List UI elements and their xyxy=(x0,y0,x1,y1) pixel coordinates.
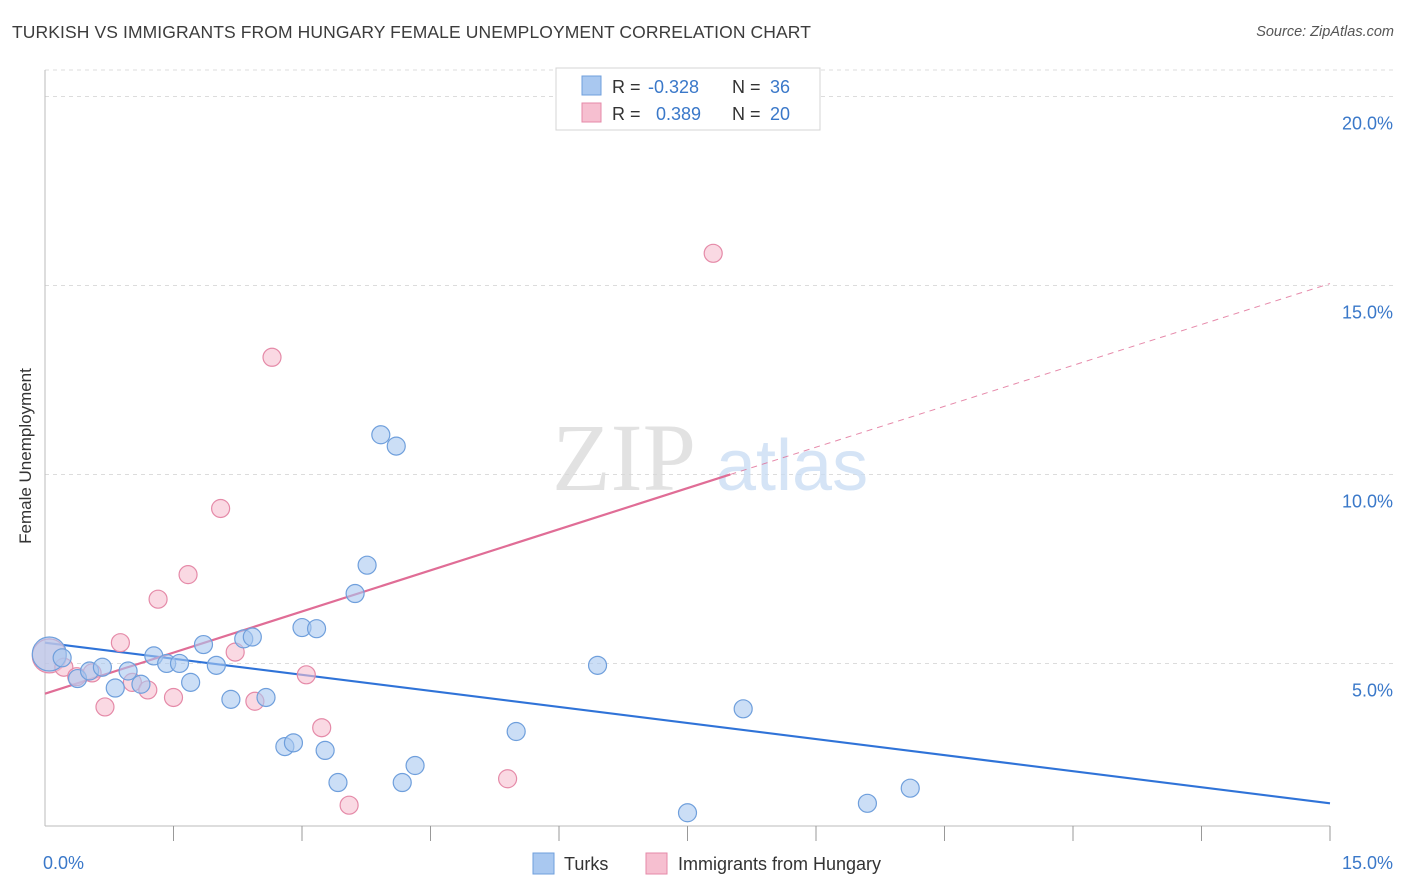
x-tick-label: 15.0% xyxy=(1342,853,1393,873)
point-hungary xyxy=(110,633,130,653)
point-turks xyxy=(283,733,304,753)
point-turks xyxy=(315,740,335,761)
legend-swatch-hungary xyxy=(581,102,602,123)
point-hungary xyxy=(262,347,282,367)
y-tick-label: 10.0% xyxy=(1342,491,1393,511)
point-turks xyxy=(392,772,412,793)
point-hungary xyxy=(163,687,184,708)
point-hungary xyxy=(296,665,316,685)
watermark: ZIP atlas xyxy=(552,404,868,511)
point-turks xyxy=(345,583,365,604)
point-turks xyxy=(169,653,190,674)
legend-n-label-hungary: N = xyxy=(732,104,761,124)
point-hungary xyxy=(95,697,115,717)
watermark-zip: ZIP xyxy=(552,404,696,511)
grid-lines xyxy=(45,69,1395,664)
legend-r-label-turks: R = xyxy=(612,77,641,97)
point-turks xyxy=(306,619,327,639)
legend-r-value-turks: -0.328 xyxy=(648,77,699,97)
legend-swatch-turks xyxy=(581,75,602,96)
point-turks xyxy=(181,672,201,692)
point-hungary xyxy=(312,718,332,738)
legend-n-value-hungary: 20 xyxy=(770,104,790,124)
tick-labels: 5.0% 10.0% 15.0% 20.0% 0.0% 15.0% xyxy=(43,113,1393,873)
legend-n-label-turks: N = xyxy=(732,77,761,97)
point-turks xyxy=(221,689,241,709)
axes xyxy=(44,70,1331,841)
watermark-atlas: atlas xyxy=(716,426,868,506)
point-turks xyxy=(677,803,698,823)
trend-line-turks xyxy=(44,641,1331,805)
legend-stats: R = -0.328 N = 36 R = 0.389 N = 20 xyxy=(555,67,821,131)
y-tick-label: 5.0% xyxy=(1352,680,1393,700)
x-tick-label: 0.0% xyxy=(43,853,84,873)
data-points xyxy=(31,243,920,823)
point-turks xyxy=(328,772,348,793)
point-turks xyxy=(242,627,262,647)
point-turks xyxy=(386,436,406,456)
legend-bottom-swatch-hungary xyxy=(645,852,668,875)
point-hungary xyxy=(178,565,198,585)
point-turks xyxy=(105,678,125,698)
source-label: Source: ZipAtlas.com xyxy=(1256,24,1394,40)
legend-n-value-turks: 36 xyxy=(770,77,790,97)
point-hungary xyxy=(339,795,359,815)
trend-lines xyxy=(44,283,1331,805)
legend-r-value-hungary: 0.389 xyxy=(656,104,701,124)
point-turks xyxy=(357,555,377,575)
point-turks xyxy=(900,778,920,798)
point-hungary xyxy=(148,589,168,609)
legend-r-label-hungary: R = xyxy=(612,104,641,124)
point-turks xyxy=(52,648,72,668)
point-turks xyxy=(506,721,526,742)
point-turks xyxy=(587,655,608,675)
point-hungary xyxy=(703,243,723,263)
legend-bottom-label-turks: Turks xyxy=(564,854,608,874)
point-turks xyxy=(92,657,112,677)
y-tick-label: 20.0% xyxy=(1342,113,1393,133)
legend-series: Turks Immigrants from Hungary xyxy=(532,852,881,875)
point-turks xyxy=(193,634,214,655)
point-turks xyxy=(405,755,425,776)
legend-bottom-label-hungary: Immigrants from Hungary xyxy=(678,854,881,874)
point-turks xyxy=(118,661,138,681)
point-turks xyxy=(256,687,276,708)
y-tick-label: 15.0% xyxy=(1342,302,1393,322)
trend-line-hungary-extension xyxy=(730,283,1331,475)
legend-bottom-swatch-turks xyxy=(532,852,555,875)
point-hungary xyxy=(211,498,231,519)
point-turks xyxy=(733,699,753,719)
point-turks xyxy=(371,425,391,445)
chart-title: TURKISH VS IMMIGRANTS FROM HUNGARY FEMAL… xyxy=(12,22,812,42)
point-turks xyxy=(857,793,878,813)
point-turks xyxy=(206,655,226,675)
point-turks xyxy=(131,674,151,694)
point-hungary xyxy=(498,769,518,789)
